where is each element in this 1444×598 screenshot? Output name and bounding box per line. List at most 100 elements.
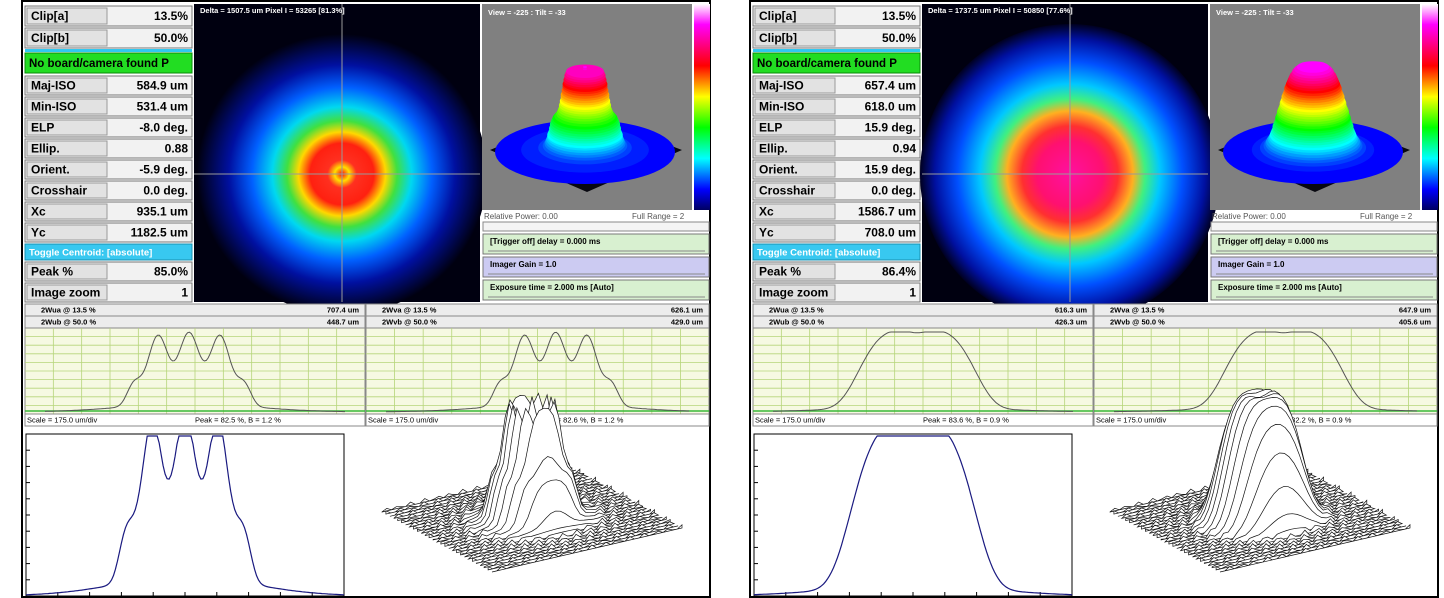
reading-value: 657.4 um — [865, 79, 916, 93]
reading-label: Clip[a] — [31, 9, 68, 23]
view-3d-level — [1297, 61, 1329, 73]
full-range: Full Range = 2 — [632, 212, 685, 221]
color-bar — [1422, 4, 1438, 210]
reading-value: 618.0 um — [865, 100, 916, 114]
reading-value: 0.88 — [165, 142, 189, 156]
reading-value: -5.9 deg. — [139, 163, 188, 177]
separator-bar — [25, 49, 192, 52]
reading-value: 86.4% — [882, 265, 916, 279]
control-label: [Trigger off] delay = 0.000 ms — [490, 237, 601, 246]
view-caption: View = -225 : Tilt = -33 — [488, 8, 566, 17]
reading-label: Ellip. — [759, 142, 788, 156]
reading-label: Yc — [759, 226, 774, 240]
reading-value: -8.0 deg. — [139, 121, 188, 135]
reading-label: Crosshair — [759, 184, 815, 198]
image-caption: Delta = 1507.5 um Pixel I = 53265 [81.3%… — [200, 6, 345, 15]
reading-label: Image zoom — [759, 286, 828, 300]
profile-value: 448.7 um — [327, 317, 359, 326]
reading-label: Clip[b] — [31, 31, 69, 45]
control-label: Imager Gain = 1.0 — [1218, 260, 1285, 269]
reading-value: 1182.5 um — [131, 226, 188, 240]
reading-label: Clip[a] — [759, 9, 796, 23]
reading-label: Xc — [31, 205, 46, 219]
reading-value: 708.0 um — [865, 226, 916, 240]
profile-value: 707.4 um — [327, 305, 359, 314]
reading-label: Orient. — [759, 163, 798, 177]
profile-scale: Scale = 175.0 um/div — [368, 415, 439, 424]
profile-value: 647.9 um — [1399, 305, 1431, 314]
profile-value: 426.3 um — [1055, 317, 1087, 326]
profile-peak: Peak = 82.5 %, B = 1.2 % — [195, 415, 281, 424]
profile-label: 2Wvb @ 50.0 % — [382, 317, 437, 326]
toggle-text: Toggle Centroid: [absolute] — [757, 248, 880, 259]
profile-scale: Scale = 175.0 um/div — [755, 415, 826, 424]
reading-value: 15.9 deg. — [865, 121, 916, 135]
profile-label: 2Wvb @ 50.0 % — [1110, 317, 1165, 326]
reading-label: Maj-ISO — [31, 79, 76, 93]
cross-section-box — [26, 434, 344, 596]
reading-value: 85.0% — [154, 265, 188, 279]
control-label: [Trigger off] delay = 0.000 ms — [1218, 237, 1329, 246]
reading-value: 15.9 deg. — [865, 163, 916, 177]
full-range: Full Range = 2 — [1360, 212, 1413, 221]
cross-section-box — [754, 434, 1072, 596]
reading-label: Image zoom — [31, 286, 100, 300]
profile-label: 2Wub @ 50.0 % — [41, 317, 96, 326]
reading-label: Yc — [31, 226, 46, 240]
reading-label: Peak % — [759, 265, 801, 279]
reading-value: 50.0% — [882, 31, 916, 45]
reading-label: Ellip. — [31, 142, 60, 156]
reading-value: 13.5% — [882, 9, 916, 23]
relative-power: Relative Power: 0.00 — [484, 212, 558, 221]
profile-label: 2Wva @ 13.5 % — [1110, 305, 1165, 314]
reading-value: 935.1 um — [137, 205, 188, 219]
status-text: No board/camera found P — [29, 58, 169, 70]
control-label: Exposure time = 2.000 ms [Auto] — [490, 283, 614, 292]
reading-value: 1 — [181, 286, 188, 300]
power-bar — [1211, 222, 1437, 231]
reading-value: 0.0 deg. — [143, 184, 188, 198]
control-label: Exposure time = 2.000 ms [Auto] — [1218, 283, 1342, 292]
power-bar — [483, 222, 709, 231]
profile-value: 429.0 um — [671, 317, 703, 326]
screenshot: Clip[a] 13.5% Clip[b] 50.0% No board/camera … — [0, 0, 1444, 598]
profile-label: 2Wub @ 50.0 % — [769, 317, 824, 326]
reading-value: 1 — [909, 286, 916, 300]
profile-value: 626.1 um — [671, 305, 703, 314]
separator-bar — [753, 49, 920, 52]
reading-value: 1586.7 um — [858, 205, 916, 219]
reading-label: Crosshair — [31, 184, 87, 198]
profile-peak: Peak = 83.6 %, B = 0.9 % — [923, 415, 1009, 424]
profile-label: 2Wva @ 13.5 % — [382, 305, 437, 314]
reading-label: ELP — [31, 121, 54, 135]
reading-label: Min-ISO — [759, 100, 804, 114]
profile-scale: Scale = 175.0 um/div — [1096, 415, 1167, 424]
reading-label: Maj-ISO — [759, 79, 804, 93]
view-caption: View = -225 : Tilt = -33 — [1216, 8, 1294, 17]
view-3d-level — [583, 68, 587, 70]
profiler-window: Clip[a]13.5%Clip[b]50.0%No board/camera … — [22, 1, 710, 597]
view-3d-level — [583, 66, 587, 68]
reading-value: 0.0 deg. — [871, 184, 916, 198]
reading-label: Xc — [759, 205, 774, 219]
toggle-text: Toggle Centroid: [absolute] — [29, 248, 152, 259]
reading-label: Min-ISO — [31, 100, 76, 114]
profile-label: 2Wua @ 13.5 % — [769, 305, 824, 314]
control-label: Imager Gain = 1.0 — [490, 260, 557, 269]
reading-value: 13.5% — [154, 9, 188, 23]
profile-value: 405.6 um — [1399, 317, 1431, 326]
reading-label: Orient. — [31, 163, 70, 177]
reading-label: Clip[b] — [759, 31, 797, 45]
profile-label: 2Wua @ 13.5 % — [41, 305, 96, 314]
reading-label: Peak % — [31, 265, 73, 279]
image-caption: Delta = 1737.5 um Pixel I = 50850 [77.6%… — [928, 6, 1073, 15]
color-bar — [694, 4, 710, 210]
reading-value: 584.9 um — [137, 79, 188, 93]
page: Clip[a] 13.5% Clip[b] 50.0% No board/camera … — [0, 0, 1444, 598]
profile-scale: Scale = 175.0 um/div — [27, 415, 98, 424]
reading-value: 531.4 um — [137, 100, 188, 114]
reading-value: 0.94 — [893, 142, 917, 156]
reading-label: ELP — [759, 121, 782, 135]
profile-value: 616.3 um — [1055, 305, 1087, 314]
status-text: No board/camera found P — [757, 58, 897, 70]
